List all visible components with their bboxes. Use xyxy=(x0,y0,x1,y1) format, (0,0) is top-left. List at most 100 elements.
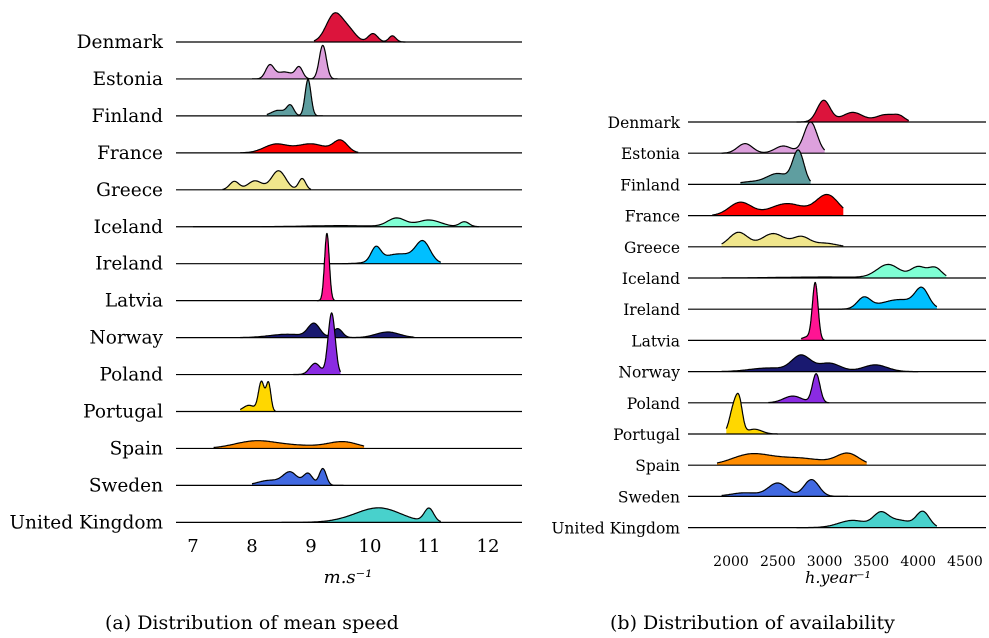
ridge-portugal: Portugal xyxy=(613,392,986,444)
ridge-label: Spain xyxy=(635,457,680,475)
ridge-fill xyxy=(796,100,909,122)
ridge-outline xyxy=(796,99,910,123)
ridge-label: France xyxy=(625,208,680,226)
panel-b-x-axis-label: h.year⁻¹ xyxy=(805,568,871,587)
ridge-outline xyxy=(768,373,830,404)
x-tick-label: 3500 xyxy=(854,554,890,570)
ridge-label: Estonia xyxy=(93,69,163,90)
ridge-outline xyxy=(239,380,276,412)
ridge-outline xyxy=(815,286,938,310)
ridge-portugal: Portugal xyxy=(83,380,522,423)
ridge-united-kingdom: United Kingdom xyxy=(9,507,522,533)
ridge-fill xyxy=(768,373,830,403)
ridge-label: Denmark xyxy=(77,32,164,53)
ridge-outline xyxy=(222,170,312,190)
ridge-norway: Norway xyxy=(90,322,522,349)
ridge-outline xyxy=(721,231,844,247)
x-tick-label: 2500 xyxy=(760,554,796,570)
ridge-outline xyxy=(800,281,825,341)
ridge-outline xyxy=(251,467,344,486)
ridge-outline xyxy=(266,78,323,117)
ridge-label: Estonia xyxy=(621,145,680,163)
x-tick-label: 2000 xyxy=(713,554,749,570)
ridge-fill xyxy=(266,79,323,116)
panel-a-caption: (a) Distribution of mean speed xyxy=(105,612,399,634)
x-axis-ticks: 7 8 9 10 11 12 xyxy=(187,536,499,557)
ridge-outline xyxy=(240,322,415,339)
ridge-fill xyxy=(721,264,947,278)
ridge-fill xyxy=(252,45,338,79)
x-tick-label: 4500 xyxy=(947,554,983,570)
ridge-outline xyxy=(252,44,338,80)
ridge-outline xyxy=(721,121,826,154)
ridge-fill xyxy=(721,232,844,247)
ridge-fill xyxy=(222,170,311,190)
ridge-label: Spain xyxy=(110,438,163,459)
ridge-fill xyxy=(240,139,359,153)
ridge-fill xyxy=(721,122,825,154)
ridge-poland: Poland xyxy=(99,312,522,386)
ridge-fill xyxy=(240,323,415,338)
ridge-label: United Kingdom xyxy=(551,520,680,538)
ridge-greece: Greece xyxy=(624,231,986,257)
ridge-label: Poland xyxy=(99,365,163,386)
ridge-label: Sweden xyxy=(618,488,680,506)
ridge-label: Finland xyxy=(620,176,680,194)
ridge-label: France xyxy=(97,143,163,164)
ridge-outline xyxy=(240,139,359,154)
x-tick-label: 3000 xyxy=(807,554,843,570)
ridge-outline xyxy=(712,193,844,216)
ridge-france: France xyxy=(97,139,522,164)
ridge-fill xyxy=(293,312,341,375)
ridge-outline xyxy=(193,217,480,228)
ridge-finland: Finland xyxy=(92,78,522,127)
ridge-label: United Kingdom xyxy=(9,512,163,533)
ridge-outline xyxy=(213,440,365,449)
ridge-fill xyxy=(193,217,480,227)
ridge-outline xyxy=(316,232,335,302)
ridge-label: Latvia xyxy=(631,332,680,350)
ridge-fill xyxy=(801,282,825,341)
ridge-label: Portugal xyxy=(613,426,680,444)
ridge-fill xyxy=(721,479,848,497)
ridge-label: Norway xyxy=(90,328,164,349)
ridge-sweden: Sweden xyxy=(618,479,986,506)
panel-a-x-axis-label: m.s⁻¹ xyxy=(324,567,373,588)
ridge-iceland: Iceland xyxy=(622,263,986,288)
x-tick-label: 8 xyxy=(246,536,257,557)
ridge-france: France xyxy=(625,193,986,226)
ridge-fill xyxy=(726,393,778,434)
ridge-outline xyxy=(725,392,778,435)
ridge-outline xyxy=(721,354,919,373)
ridge-outline xyxy=(716,452,867,464)
ridge-outline xyxy=(721,263,947,279)
ridge-iceland: Iceland xyxy=(94,217,522,238)
x-axis-ticks: 2000 2500 3000 3500 4000 4500 xyxy=(713,554,983,570)
ridge-latvia: Latvia xyxy=(105,232,522,312)
ridge-label: Latvia xyxy=(105,291,163,312)
ridge-label: Greece xyxy=(624,239,680,257)
ridge-norway: Norway xyxy=(618,354,986,382)
panel-a-mean-speed: Denmark Estonia Finland France Greece Iceland… xyxy=(9,12,522,557)
ridge-latvia: Latvia xyxy=(631,281,986,350)
ridge-outline xyxy=(322,239,442,265)
x-tick-label: 9 xyxy=(305,536,316,557)
ridge-fill xyxy=(712,194,844,216)
ridge-greece: Greece xyxy=(96,170,522,201)
ridge-denmark: Denmark xyxy=(77,12,522,53)
ridge-label: Portugal xyxy=(83,402,163,423)
ridge-fill xyxy=(721,354,919,372)
ridge-outline xyxy=(740,149,812,184)
x-tick-label: 10 xyxy=(359,536,382,557)
ridge-fill xyxy=(281,507,441,523)
ridge-label: Norway xyxy=(618,364,680,382)
panel-b-caption: (b) Distribution of availability xyxy=(610,612,895,634)
ridge-sweden: Sweden xyxy=(89,467,522,496)
ridge-label: Poland xyxy=(627,395,680,413)
ridge-estonia: Estonia xyxy=(93,44,522,90)
x-tick-label: 4000 xyxy=(900,554,936,570)
ridge-united-kingdom: United Kingdom xyxy=(551,510,986,538)
x-tick-label: 12 xyxy=(477,536,500,557)
ridge-fill xyxy=(740,150,811,185)
x-tick-label: 11 xyxy=(418,536,441,557)
